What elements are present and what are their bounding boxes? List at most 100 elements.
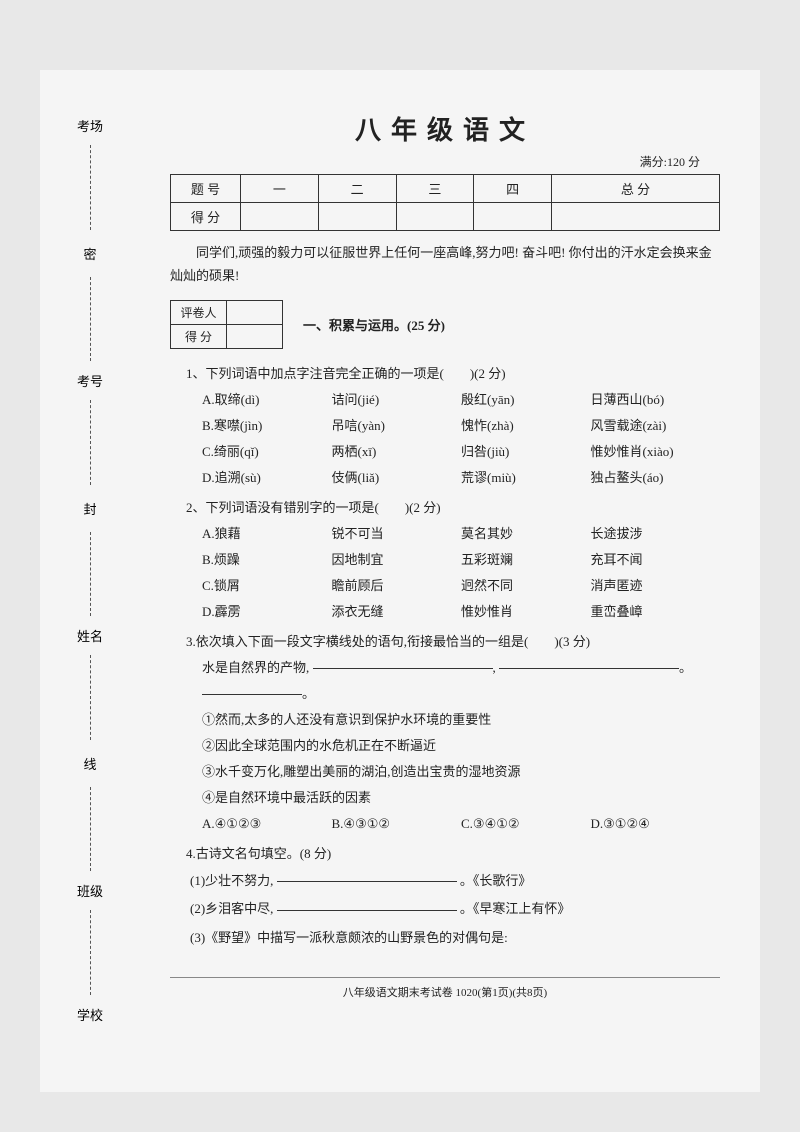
table-row: 得 分 [171,203,720,231]
gutter-seal-3: 线 [83,754,96,773]
q1-d-1: D.追溯(sù) [202,465,332,491]
q2-a-4: 长途拔涉 [591,521,721,547]
q1-row-b: B.寒噤(jìn) 吊唁(yàn) 愧怍(zhà) 风雪载途(zài) [170,413,720,439]
gutter-seal-2: 封 [83,499,96,518]
grader-cell: 评卷人 [171,300,227,324]
q3-line-4: ④是自然环境中最活跃的因素 [170,785,720,811]
q2-c-1: C.锁屑 [202,573,332,599]
q3-opt-c: C.③④①② [461,811,591,837]
blank-line [277,881,457,882]
question-3: 3.依次填入下面一段文字横线处的语句,衔接最恰当的一组是( )(3 分) 水是自… [170,629,720,837]
q1-a-3: 殷红(yān) [461,387,591,413]
page-container: 考场 密 考号 封 姓名 线 班级 学校 八年级语文 满分:120 分 题 号 … [40,70,760,1092]
gutter-label-2: 考号 [77,371,103,390]
q1-row-a: A.取缔(dì) 诘问(jié) 殷红(yān) 日薄西山(bó) [170,387,720,413]
q1-d-2: 伎俩(liǎ) [332,465,462,491]
q2-b-3: 五彩斑斓 [461,547,591,573]
main-content: 八年级语文 满分:120 分 题 号 一 二 三 四 总 分 得 分 同学们,顽… [170,110,720,1000]
grader-cell: 得 分 [171,324,227,348]
q4-item-2: (2)乡泪客中尽, 。《早寒江上有怀》 [170,895,720,924]
q4-item-1: (1)少壮不努力, 。《长歌行》 [170,867,720,896]
q3-options: A.④①②③ B.④③①② C.③④①② D.③①②④ [170,811,720,837]
q2-b-2: 因地制宜 [332,547,462,573]
q4-2-suffix: 。《早寒江上有怀》 [460,901,571,916]
cell: 总 分 [552,175,720,203]
q2-c-2: 瞻前顾后 [332,573,462,599]
cell: 一 [241,175,319,203]
blank-line [313,668,493,669]
q2-c-4: 消声匿迹 [591,573,721,599]
blank-line [202,694,302,695]
cell [396,203,474,231]
q2-d-4: 重峦叠嶂 [591,599,721,625]
q1-d-4: 独占鳌头(áo) [591,465,721,491]
q1-d-3: 荒谬(miù) [461,465,591,491]
grader-box: 评卷人 得 分 一、积累与运用。(25 分) [170,300,720,349]
q1-c-2: 两栖(xī) [332,439,462,465]
cell [552,203,720,231]
binding-gutter: 考场 密 考号 封 姓名 线 班级 学校 [40,110,140,1030]
q1-b-1: B.寒噤(jìn) [202,413,332,439]
gutter-label-1: 考场 [77,116,103,135]
q4-stem: 4.古诗文名句填空。(8 分) [186,841,720,867]
cell [241,203,319,231]
q1-b-4: 风雪载途(zài) [591,413,721,439]
q2-d-1: D.霹雳 [202,599,332,625]
grader-blank [227,324,283,348]
encouragement-text: 同学们,顽强的毅力可以征服世界上任何一座高峰,努力吧! 奋斗吧! 你付出的汗水定… [170,241,720,288]
cell [318,203,396,231]
cell [474,203,552,231]
gutter-line [90,532,91,617]
q2-d-3: 惟妙惟肖 [461,599,591,625]
cell: 二 [318,175,396,203]
gutter-line [90,145,91,230]
q1-row-d: D.追溯(sù) 伎俩(liǎ) 荒谬(miù) 独占鳌头(áo) [170,465,720,491]
gutter-line [90,400,91,485]
q2-row-d: D.霹雳 添衣无缝 惟妙惟肖 重峦叠嶂 [170,599,720,625]
gutter-label-3: 姓名 [77,626,103,645]
q3-line-2: ②因此全球范围内的水危机正在不断逼近 [170,733,720,759]
question-1: 1、下列词语中加点字注音完全正确的一项是( )(2 分) A.取缔(dì) 诘问… [170,361,720,491]
page-title: 八年级语文 [170,110,720,147]
q1-a-2: 诘问(jié) [332,387,462,413]
q2-stem: 2、下列词语没有错别字的一项是( )(2 分) [186,495,720,521]
q1-stem: 1、下列词语中加点字注音完全正确的一项是( )(2 分) [186,361,720,387]
gutter-line [90,787,91,872]
q2-row-c: C.锁屑 瞻前顾后 迥然不同 消声匿迹 [170,573,720,599]
q3-passage: 水是自然界的产物, , 。 。 [170,655,720,707]
grader-table: 评卷人 得 分 [170,300,283,349]
grader-blank [227,300,283,324]
q1-c-4: 惟妙惟肖(xiào) [591,439,721,465]
q3-line-1: ①然而,太多的人还没有意识到保护水环境的重要性 [170,707,720,733]
gutter-line [90,277,91,362]
cell: 四 [474,175,552,203]
q1-c-1: C.绮丽(qǐ) [202,439,332,465]
question-4: 4.古诗文名句填空。(8 分) (1)少壮不努力, 。《长歌行》 (2)乡泪客中… [170,841,720,953]
score-table: 题 号 一 二 三 四 总 分 得 分 [170,174,720,231]
cell: 三 [396,175,474,203]
question-2: 2、下列词语没有错别字的一项是( )(2 分) A.狼藉 锐不可当 莫名其妙 长… [170,495,720,625]
q1-a-1: A.取缔(dì) [202,387,332,413]
q3-passage-prefix: 水是自然界的产物, [202,660,309,675]
full-score-label: 满分:120 分 [170,153,720,170]
gutter-label-4: 班级 [77,881,103,900]
q3-opt-b: B.④③①② [332,811,462,837]
q3-opt-d: D.③①②④ [591,811,721,837]
gutter-seal-1: 密 [83,244,96,263]
q2-row-b: B.烦躁 因地制宜 五彩斑斓 充耳不闻 [170,547,720,573]
q3-stem: 3.依次填入下面一段文字横线处的语句,衔接最恰当的一组是( )(3 分) [186,629,720,655]
cell: 题 号 [171,175,241,203]
q2-a-3: 莫名其妙 [461,521,591,547]
q2-b-4: 充耳不闻 [591,547,721,573]
q2-c-3: 迥然不同 [461,573,591,599]
q4-1-prefix: (1)少壮不努力, [190,873,273,888]
blank-line [499,668,679,669]
q2-b-1: B.烦躁 [202,547,332,573]
page-footer: 八年级语文期末考试卷 1020(第1页)(共8页) [170,977,720,1000]
table-row: 题 号 一 二 三 四 总 分 [171,175,720,203]
q4-item-3: (3)《野望》中描写一派秋意颇浓的山野景色的对偶句是: [170,924,720,953]
section-1-title: 一、积累与运用。(25 分) [303,315,445,334]
q1-c-3: 归咎(jiù) [461,439,591,465]
q4-3-prefix: (3)《野望》中描写一派秋意颇浓的山野景色的对偶句是: [190,930,508,945]
q3-opt-a: A.④①②③ [202,811,332,837]
